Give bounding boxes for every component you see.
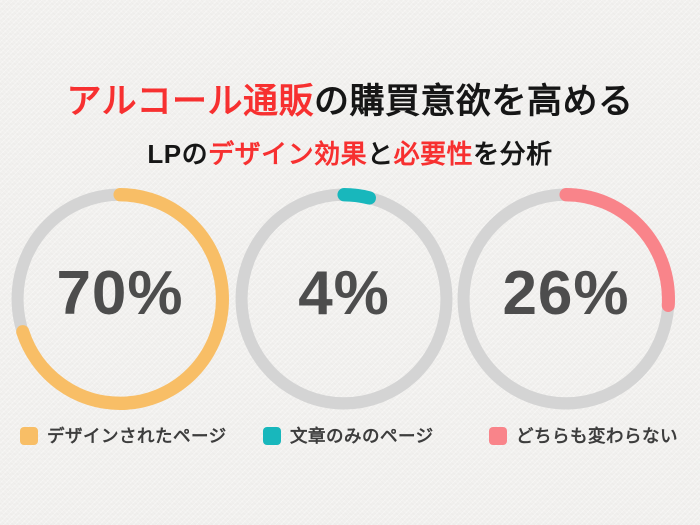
legend-item-text-only-page: 文章のみのページ — [263, 423, 434, 448]
donut-value-arc — [457, 188, 675, 410]
legend-label-designed-page: デザインされたページ — [47, 426, 227, 446]
donut-chart-designed-page: 70% — [11, 188, 230, 410]
donut-ring-svg — [457, 188, 675, 410]
title-emphasis-text: アルコール通販 — [66, 82, 314, 121]
legend-swatch-yellow-icon — [20, 426, 38, 445]
donut-percent-label: 26% — [502, 258, 630, 328]
legend-label-no-difference: どちらも変わらない — [516, 426, 678, 446]
donut-chart-text-only-page: 4% — [235, 188, 453, 410]
title-plain-text: の購買意欲を高める — [313, 82, 634, 121]
donut-ring-svg — [235, 188, 453, 410]
donut-chart-no-difference: 26% — [457, 188, 675, 410]
donut-value-arc — [11, 188, 230, 410]
donut-value-arc — [235, 188, 453, 410]
legend-label-text-only-page: 文章のみのページ — [290, 426, 434, 446]
subtitle-emphasis-text-2: 必要性 — [393, 139, 474, 169]
subtitle-plain-text-2: と — [367, 139, 394, 169]
subtitle-emphasis-text-1: デザイン効果 — [208, 139, 368, 169]
donut-percent-label: 4% — [298, 258, 390, 328]
legend-item-designed-page: デザインされたページ — [20, 423, 227, 448]
subtitle-plain-text-1: LPの — [147, 139, 209, 169]
donut-percent-label: 70% — [56, 258, 184, 328]
subtitle-plain-text-3: を分析 — [473, 139, 553, 169]
page-subtitle: LPのデザイン効果と必要性を分析 — [0, 139, 700, 170]
legend-swatch-pink-icon — [489, 426, 507, 445]
legend-item-no-difference: どちらも変わらない — [489, 423, 678, 448]
legend-swatch-teal-icon — [263, 426, 281, 445]
page-title: アルコール通販の購買意欲を高める — [0, 82, 700, 122]
donut-ring-svg — [11, 188, 230, 410]
